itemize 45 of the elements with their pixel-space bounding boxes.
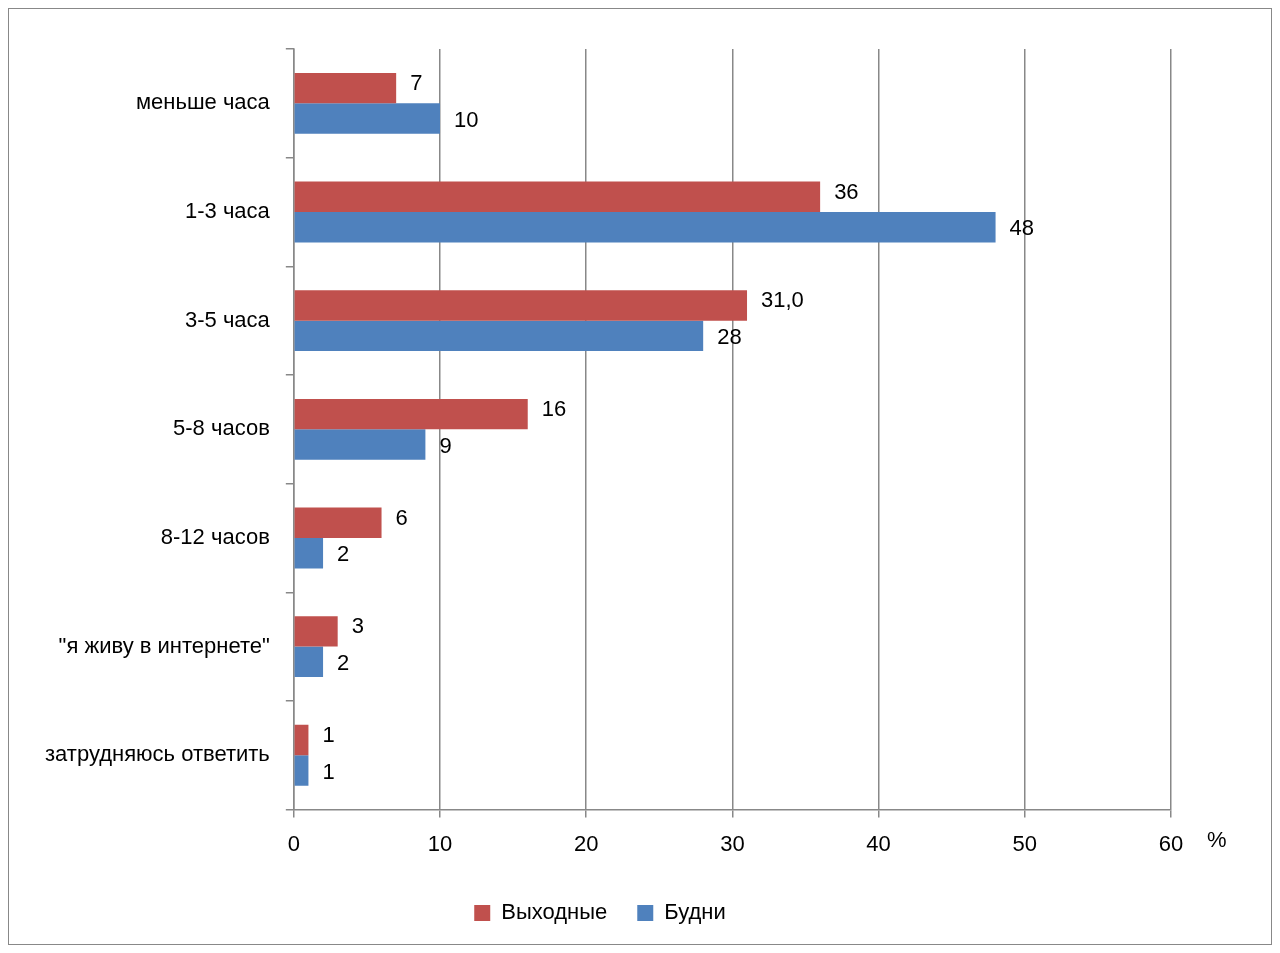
data-label: 7 [410,70,423,96]
data-label: 10 [454,106,479,132]
legend-label: Выходные [501,899,608,925]
data-label: 48 [1009,215,1035,241]
bar [294,724,309,756]
data-label: 3 [351,613,364,639]
x-tick-label: 40 [866,830,891,856]
y-tick-label: меньше часа [135,89,271,115]
bar [294,616,338,647]
bar [294,429,426,460]
x-tick-label: 20 [573,830,599,856]
x-tick-label: 0 [287,830,300,856]
bar [294,507,382,538]
x-tick-label: 30 [720,830,745,856]
x-tick-label: 10 [427,830,453,856]
y-tick-label: 1-3 часа [184,198,271,224]
bar [294,398,528,430]
bar [294,72,397,104]
data-label: 36 [834,178,859,204]
bar [294,181,821,212]
data-label: 1 [322,722,335,748]
bar [294,755,309,786]
y-tick-label: затрудняюсь ответить [45,741,270,767]
x-tick-label: 50 [1012,830,1038,856]
data-label: 1 [322,758,335,784]
bar [294,103,441,134]
data-label: 9 [439,432,452,458]
bar [294,537,324,569]
data-label: 28 [717,323,742,349]
data-label: 16 [541,396,567,422]
y-tick-label: 5-8 часов [173,415,270,441]
x-tick-label: 60 [1158,830,1184,856]
data-label: 31,0 [761,287,804,313]
data-label: 2 [337,541,350,567]
y-tick-label: "я живу в интернете" [58,632,270,658]
bar [294,211,996,243]
y-tick-label: 3-5 часа [184,306,271,332]
y-tick-label: 8-12 часов [160,524,270,550]
bar [294,646,324,678]
x-axis-title: % [1207,826,1227,852]
data-label: 6 [395,504,408,530]
legend-label: Будни [664,899,726,925]
data-label: 2 [337,649,350,675]
bar [294,290,748,321]
bar [294,320,704,352]
